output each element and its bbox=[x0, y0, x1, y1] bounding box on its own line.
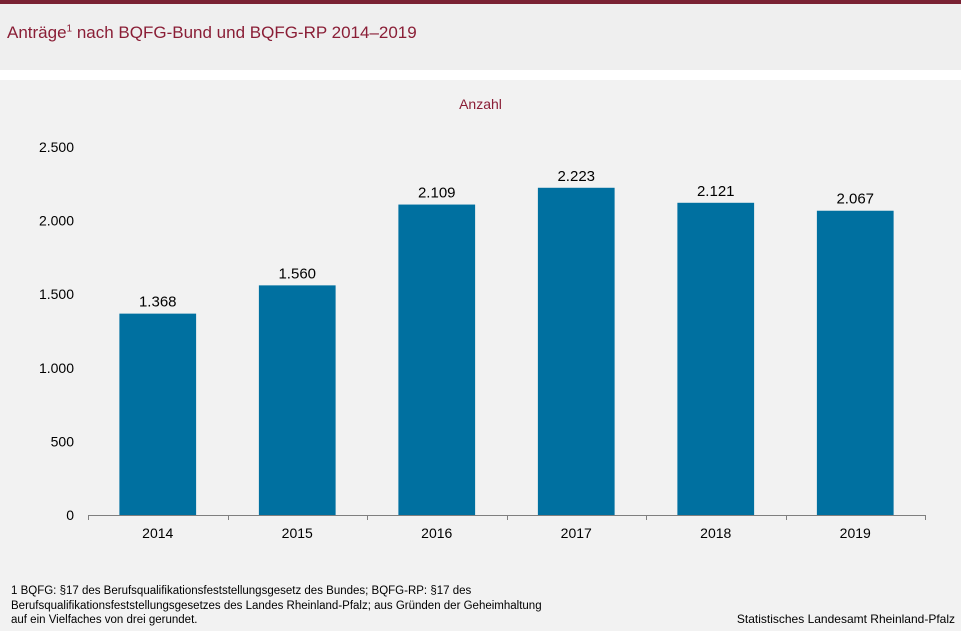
title-band bbox=[0, 4, 961, 70]
bar bbox=[119, 313, 197, 515]
x-tick-label: 2017 bbox=[561, 525, 592, 541]
y-tick-label: 2.500 bbox=[39, 139, 74, 155]
bar bbox=[677, 202, 755, 515]
chart-title-rest: nach BQFG-Bund und BQFG-RP 2014–2019 bbox=[72, 23, 417, 42]
footnote: 1 BQFG: §17 des Berufsqualifikationsfest… bbox=[11, 585, 542, 626]
y-tick-label: 500 bbox=[51, 433, 75, 449]
x-tick-label: 2016 bbox=[421, 525, 452, 541]
chart-title-main: Anträge bbox=[7, 23, 67, 42]
y-tick-label: 0 bbox=[66, 507, 74, 523]
bar bbox=[258, 285, 336, 515]
bar-value-label: 1.368 bbox=[139, 294, 177, 311]
bar-value-label: 2.223 bbox=[557, 168, 595, 185]
bar-value-label: 2.067 bbox=[836, 191, 874, 208]
bar-value-label: 1.560 bbox=[278, 265, 316, 282]
x-tick-label: 2014 bbox=[142, 525, 173, 541]
bar-value-label: 2.109 bbox=[418, 185, 456, 202]
chart-title: Anträge1 nach BQFG-Bund und BQFG-RP 2014… bbox=[7, 23, 417, 43]
chart-title-footnote-mark: 1 bbox=[66, 23, 73, 35]
bar-value-label: 2.121 bbox=[697, 183, 735, 200]
x-tick-label: 2015 bbox=[282, 525, 313, 541]
source-note: Statistisches Landesamt Rheinland-Pfalz bbox=[736, 612, 955, 626]
y-tick-label: 1.500 bbox=[39, 286, 74, 302]
bar bbox=[816, 210, 894, 515]
y-tick-label: 1.000 bbox=[39, 360, 74, 376]
y-tick-label: 2.000 bbox=[39, 213, 74, 229]
top-accent-bar bbox=[0, 0, 961, 4]
x-tick-label: 2019 bbox=[840, 525, 871, 541]
unit-label: Anzahl bbox=[459, 96, 502, 112]
bar bbox=[398, 204, 476, 515]
x-tick-label: 2018 bbox=[700, 525, 731, 541]
bar bbox=[537, 187, 615, 515]
